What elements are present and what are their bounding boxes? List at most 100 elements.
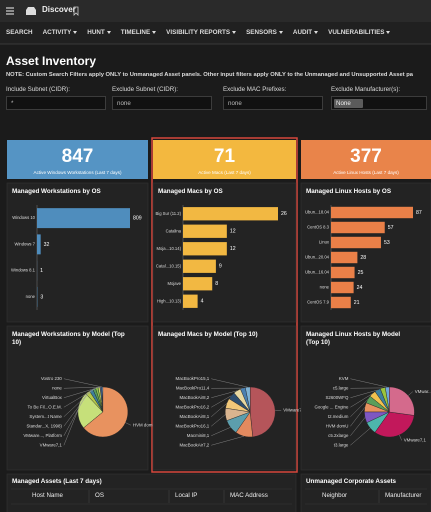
column-header[interactable]: MAC Address bbox=[230, 492, 268, 499]
category-label: CentOS 8.3 bbox=[307, 225, 330, 230]
nav-item[interactable]: VULNERABILITIES bbox=[328, 29, 391, 36]
panel bbox=[152, 325, 297, 471]
column-header[interactable]: Neighbor bbox=[322, 492, 348, 499]
chart-title: Managed Macs by OS bbox=[158, 188, 223, 195]
bar bbox=[37, 234, 41, 255]
panel bbox=[6, 325, 149, 471]
category-label: Catalina bbox=[166, 228, 182, 233]
nav-label: VULNERABILITIES bbox=[328, 29, 385, 36]
leader-line bbox=[63, 378, 103, 388]
category-label: Ubun...20.04 bbox=[305, 255, 330, 260]
table-title: Managed Assets (Last 7 days) bbox=[12, 478, 102, 485]
slice-label: MacBookAir7,2 bbox=[179, 442, 209, 447]
leader-line bbox=[63, 387, 99, 398]
leader-line bbox=[350, 407, 365, 427]
column-header[interactable]: Local IP bbox=[175, 492, 198, 499]
dropdown-caret bbox=[106, 30, 111, 34]
column-header[interactable]: Manufacturer bbox=[385, 492, 422, 499]
filter-label: Exclude Manufacturer(s): bbox=[331, 86, 401, 93]
value-label: 32 bbox=[44, 242, 50, 248]
filter-label: Include Subnet (CIDR): bbox=[6, 86, 70, 93]
dropdown-caret bbox=[386, 30, 391, 34]
leader-line bbox=[63, 388, 95, 417]
filter-label: Exclude MAC Prefixes: bbox=[223, 86, 287, 93]
pie-slice bbox=[374, 411, 415, 438]
slice-label: VirtualBox bbox=[42, 395, 63, 400]
kpi-label: Active Macs (Last 7 days) bbox=[198, 170, 251, 175]
bar bbox=[183, 294, 198, 308]
nav-item[interactable]: HUNT bbox=[87, 29, 111, 36]
category-label: Moja...10.14) bbox=[157, 246, 182, 251]
leader-line bbox=[408, 391, 413, 396]
filter-input[interactable] bbox=[6, 96, 106, 110]
nav-item[interactable]: VISIBILITY REPORTS bbox=[166, 29, 237, 36]
value-label: 21 bbox=[354, 300, 360, 306]
value-label: 12 bbox=[230, 246, 236, 252]
bar bbox=[331, 296, 351, 309]
slice-label: VMwar...tform bbox=[415, 389, 431, 394]
kpi-card bbox=[301, 140, 431, 179]
value-label: 87 bbox=[416, 210, 422, 216]
value-label: 809 bbox=[133, 216, 142, 222]
dropdown-caret bbox=[314, 30, 319, 34]
pie-slice bbox=[83, 386, 129, 438]
nav-label: ACTIVITY bbox=[42, 29, 72, 36]
dropdown-caret bbox=[152, 30, 157, 34]
slice-label: MacBookPro16,1 bbox=[176, 423, 210, 428]
value-label: 12 bbox=[230, 229, 236, 235]
panel bbox=[6, 182, 149, 323]
note: NOTE: Custom Search Filters apply ONLY t… bbox=[6, 72, 414, 78]
menu-icon[interactable] bbox=[6, 7, 14, 15]
bar bbox=[331, 266, 355, 279]
slice-label: Google ... Engine bbox=[314, 404, 348, 409]
category-label: Linux bbox=[319, 240, 330, 245]
bar bbox=[37, 208, 130, 229]
nav-item[interactable]: SEARCH bbox=[6, 29, 33, 36]
bar bbox=[183, 207, 278, 221]
panel bbox=[300, 325, 431, 471]
value-label: 57 bbox=[388, 225, 394, 231]
category-label: Ubun...16.04 bbox=[305, 270, 330, 275]
category-label: Windows 7 bbox=[15, 241, 36, 246]
column-header[interactable]: OS bbox=[95, 492, 104, 499]
slice-label: HVM domU bbox=[133, 422, 156, 427]
slice-label: MacBookPro11,4 bbox=[176, 385, 210, 390]
slice-label: KVM bbox=[339, 376, 349, 381]
leader-line bbox=[63, 389, 92, 427]
kpi-card bbox=[7, 140, 148, 179]
slice-label: MacBookAir8,1 bbox=[179, 414, 209, 419]
nav-item[interactable]: AUDIT bbox=[293, 29, 319, 36]
kpi-card bbox=[153, 140, 296, 179]
bar bbox=[331, 236, 381, 249]
slice-label: VMware7,1 bbox=[404, 438, 427, 443]
nav-item[interactable]: TIMELINE bbox=[121, 29, 157, 36]
bar bbox=[331, 251, 358, 264]
filter-input[interactable] bbox=[112, 96, 212, 110]
bar bbox=[183, 224, 227, 238]
filter-input[interactable] bbox=[223, 96, 323, 110]
bar bbox=[331, 281, 354, 294]
leader-line bbox=[211, 395, 232, 408]
slice-label: HVM domU bbox=[326, 423, 349, 428]
bar bbox=[183, 259, 216, 273]
nav-item[interactable]: ACTIVITY bbox=[43, 29, 78, 36]
value-label: 4 bbox=[201, 299, 204, 305]
slice-label: Standar...X, 1998) bbox=[26, 423, 62, 428]
slice-label: To Be Fil...O.E.M. bbox=[27, 404, 61, 409]
bookmark-icon[interactable] bbox=[73, 6, 79, 16]
nav-item[interactable]: SENSORS bbox=[246, 29, 283, 36]
leader-line bbox=[211, 414, 226, 427]
bar bbox=[331, 221, 385, 234]
leader-line bbox=[350, 417, 366, 436]
slice-label: c5.2xlarge bbox=[328, 433, 349, 438]
filter-value: none bbox=[228, 100, 242, 107]
highlight-box bbox=[151, 137, 298, 473]
nav-label: VISIBILITY REPORTS bbox=[166, 29, 231, 36]
slice-label: Macmini8,1 bbox=[187, 433, 210, 438]
leader-line bbox=[211, 390, 238, 398]
value-label: 1 bbox=[40, 268, 43, 274]
column-header[interactable]: Host Name bbox=[32, 492, 63, 499]
value-label: 53 bbox=[384, 240, 390, 246]
